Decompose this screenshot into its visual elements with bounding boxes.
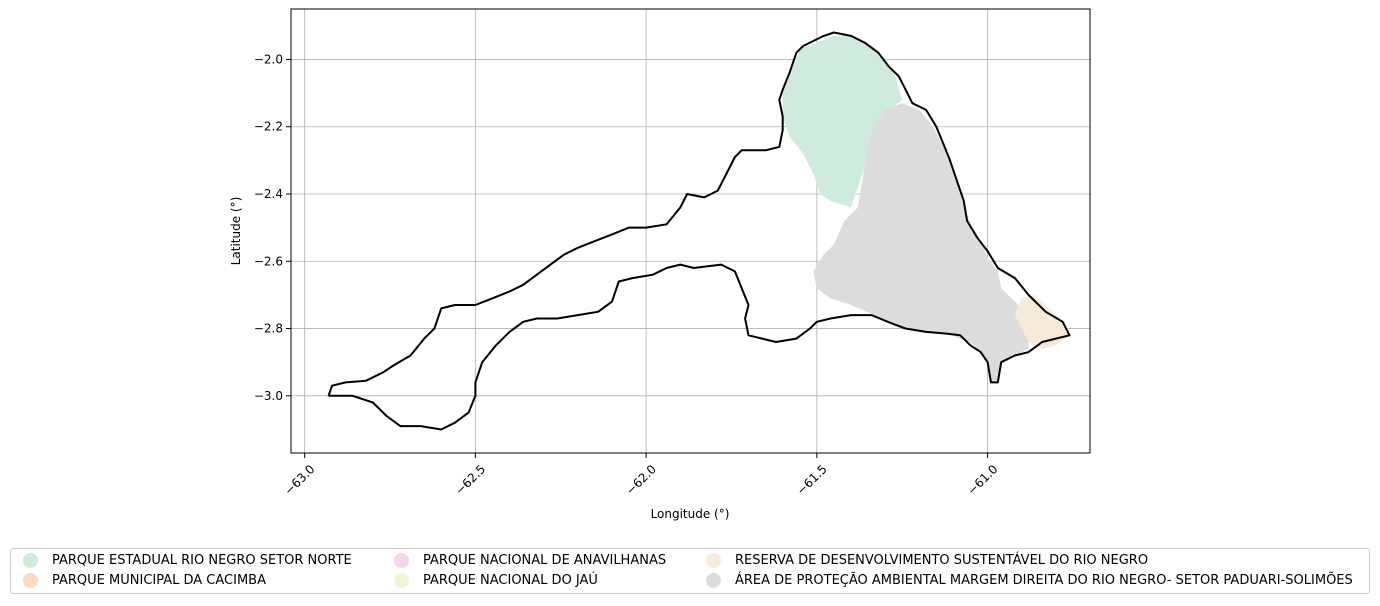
legend-label: RESERVA DE DESENVOLVIMENTO SUSTENTÁVEL D… bbox=[735, 553, 1149, 568]
legend-item-apa-paduari: ÁREA DE PROTEÇÃO AMBIENTAL MARGEM DIREIT… bbox=[706, 573, 1353, 588]
legend-label: PARQUE NACIONAL DO JAÚ bbox=[423, 573, 598, 588]
x-tick-label: −61.0 bbox=[965, 462, 1001, 498]
x-axis-label: Longitude (°) bbox=[651, 507, 730, 521]
boundary-outline-layer bbox=[327, 31, 1071, 431]
y-tick-label: −2.0 bbox=[254, 52, 283, 66]
x-tick-label: −63.0 bbox=[282, 462, 318, 498]
legend-item-anavilhanas: PARQUE NACIONAL DE ANAVILHANAS bbox=[394, 553, 666, 568]
legend-marker bbox=[706, 553, 721, 568]
legend-item-rio-negro-norte: PARQUE ESTADUAL RIO NEGRO SETOR NORTE bbox=[23, 553, 352, 568]
legend: PARQUE ESTADUAL RIO NEGRO SETOR NORTE PA… bbox=[10, 548, 1370, 594]
region-rds-rio-negro bbox=[1014, 294, 1070, 349]
region-rio-negro-norte bbox=[782, 35, 903, 208]
y-tick-label: −2.2 bbox=[254, 120, 283, 134]
region-apa-paduari bbox=[813, 103, 1029, 383]
legend-label: ÁREA DE PROTEÇÃO AMBIENTAL MARGEM DIREIT… bbox=[735, 573, 1353, 588]
y-axis-label: Latitude (°) bbox=[229, 197, 243, 266]
legend-marker bbox=[23, 553, 38, 568]
legend-label: PARQUE MUNICIPAL DA CACIMBA bbox=[52, 573, 266, 588]
y-tick-label: −3.0 bbox=[254, 389, 283, 403]
legend-marker bbox=[23, 573, 38, 588]
y-tick-label: −2.6 bbox=[254, 254, 283, 268]
x-tick-label: −62.0 bbox=[623, 462, 659, 498]
y-tick-label: −2.4 bbox=[254, 187, 283, 201]
x-tick-label: −62.5 bbox=[452, 462, 488, 498]
axes-frame bbox=[290, 8, 1091, 454]
legend-label: PARQUE NACIONAL DE ANAVILHANAS bbox=[423, 553, 667, 568]
legend-item-rds-rio-negro: RESERVA DE DESENVOLVIMENTO SUSTENTÁVEL D… bbox=[706, 553, 1148, 568]
map-plot: −63.0 −62.5 −62.0 −61.5 −61.0 −2.0−2.2−2.4−2… bbox=[229, 8, 1091, 521]
legend-item-cacimba: PARQUE MUNICIPAL DA CACIMBA bbox=[23, 573, 266, 588]
x-tick-label: −61.5 bbox=[794, 462, 830, 498]
legend-marker bbox=[394, 573, 409, 588]
legend-marker bbox=[394, 553, 409, 568]
y-axis-ticks: −2.0 −2.2 −2.4 −2.6 −2.8 −3.0 bbox=[254, 52, 291, 403]
regions-layer bbox=[782, 35, 1070, 383]
y-tick-label: −2.8 bbox=[254, 322, 283, 336]
legend-label: PARQUE ESTADUAL RIO NEGRO SETOR NORTE bbox=[52, 553, 352, 568]
x-axis-ticks: −63.0 −62.5 −62.0 −61.5 −61.0 bbox=[282, 453, 1001, 498]
legend-marker bbox=[706, 573, 721, 588]
study-area-boundary bbox=[327, 31, 1071, 431]
legend-item-jau: PARQUE NACIONAL DO JAÚ bbox=[394, 573, 598, 588]
